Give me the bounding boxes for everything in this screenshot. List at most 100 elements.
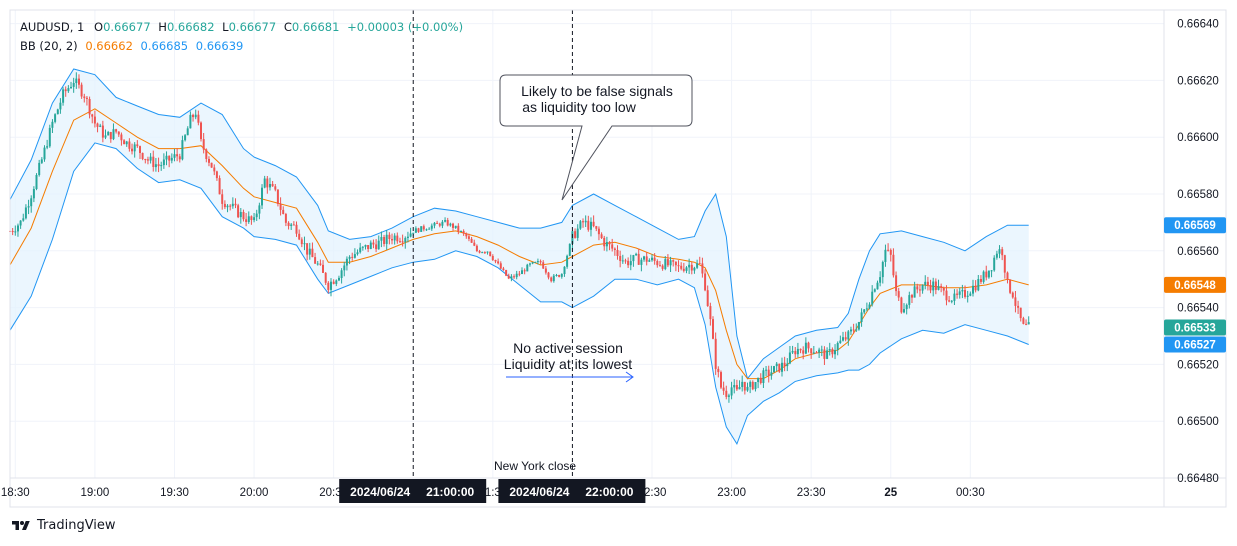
bb-legend: BB (20, 2) 0.66662 0.66685 0.66639	[20, 39, 243, 53]
candle-body	[311, 248, 314, 258]
candle-body	[292, 224, 295, 226]
candle-body	[725, 390, 728, 397]
candle-body	[632, 255, 635, 262]
candle-body	[1014, 297, 1017, 306]
time-badge-date: 2024/06/24	[350, 485, 410, 499]
candle-body	[428, 228, 431, 230]
candle-body	[319, 263, 322, 265]
candle-body	[810, 348, 813, 354]
candle-body	[521, 270, 523, 274]
candle-body	[929, 285, 932, 291]
tradingview-brand[interactable]: TradingView	[10, 518, 116, 533]
candle-body	[871, 291, 874, 305]
chart-frame	[9, 9, 1227, 508]
candle-body	[677, 265, 680, 267]
bb-lower-line	[9, 142, 1029, 446]
candle-body	[170, 157, 173, 161]
candle-body	[210, 162, 213, 168]
candle-body	[295, 224, 298, 234]
candle-body	[807, 342, 810, 349]
candle-body	[1017, 305, 1020, 308]
candle-body	[529, 263, 531, 265]
candle-body	[656, 261, 659, 266]
x-tick-label: 00:30	[956, 487, 985, 499]
candle-body	[117, 131, 120, 135]
candle-body	[550, 277, 553, 282]
candle-body	[836, 343, 839, 350]
candle-body	[531, 262, 534, 264]
symbol-label[interactable]: AUDUSD	[20, 20, 70, 34]
candle-body	[253, 217, 256, 221]
candle-body	[131, 148, 133, 152]
candle-body	[611, 244, 614, 249]
close-label: C	[283, 20, 292, 34]
tradingview-logo-icon	[12, 520, 30, 530]
price-axis[interactable]: 0.66480 0.66500 0.66520 0.66540 0.66560 0.665…	[1177, 19, 1219, 485]
x-tick-label: 23:00	[717, 487, 746, 499]
candle-body	[680, 265, 683, 269]
candle-body	[558, 275, 561, 277]
candle-body	[499, 263, 502, 269]
candle-body	[574, 231, 577, 238]
candle-body	[460, 231, 462, 232]
candle-body	[778, 363, 781, 372]
candlesticks	[9, 72, 1030, 403]
candle-body	[223, 203, 226, 208]
candle-body	[539, 261, 542, 263]
candle-body	[905, 304, 908, 310]
candle-body	[873, 289, 876, 292]
bb-label[interactable]: BB (20, 2)	[20, 39, 78, 53]
candle-body	[507, 275, 510, 279]
candle-body	[592, 221, 595, 227]
candle-body	[759, 377, 762, 383]
candle-body	[717, 368, 720, 373]
candle-body	[133, 144, 136, 152]
time-axis[interactable]: 18:30 19:00 19:30 20:00 20:30 21:30 22:30 23:00…	[1, 487, 985, 499]
candle-body	[576, 228, 579, 238]
candle-body	[213, 167, 216, 172]
candle-body	[730, 387, 733, 396]
candle-body	[385, 234, 388, 244]
candle-body	[279, 204, 282, 210]
candle-body	[945, 290, 948, 301]
price-badge	[1164, 319, 1226, 336]
candle-body	[980, 279, 982, 282]
candle-body	[494, 260, 497, 262]
candle-body	[932, 281, 935, 291]
candle-body	[186, 128, 189, 136]
candle-body	[608, 242, 611, 245]
candle-body	[823, 349, 826, 359]
candle-body	[284, 214, 287, 223]
candle-body	[953, 293, 956, 301]
candle-body	[566, 255, 569, 267]
candle-body	[958, 291, 961, 295]
candle-body	[627, 260, 630, 266]
candle-body	[75, 78, 78, 83]
candle-body	[653, 257, 656, 261]
candle-body	[287, 222, 290, 226]
candle-body	[470, 238, 473, 243]
candle-body	[483, 252, 486, 254]
candle-body	[99, 125, 102, 127]
candle-body	[1001, 249, 1004, 256]
candle-body	[844, 337, 847, 340]
candle-body	[83, 96, 86, 98]
candle-body	[59, 102, 62, 110]
candle-body	[820, 349, 823, 351]
price-badge-label: 0.66548	[1174, 280, 1216, 292]
candle-body	[595, 226, 598, 229]
y-tick-label: 0.66600	[1177, 132, 1219, 144]
candle-body	[834, 350, 836, 355]
candle-body	[361, 246, 364, 248]
bb-basis-value: 0.66662	[85, 39, 133, 53]
candle-body	[56, 109, 59, 115]
ohlc-legend: AUDUSD, 1 O0.66677 H0.66682 L0.66677 C0.…	[20, 20, 464, 34]
candle-body	[375, 244, 378, 250]
candle-body	[704, 273, 707, 291]
candle-body	[115, 129, 118, 132]
candle-body	[144, 159, 147, 160]
candle-body	[72, 83, 75, 87]
candle-body	[828, 349, 831, 351]
candle-body	[526, 264, 529, 272]
